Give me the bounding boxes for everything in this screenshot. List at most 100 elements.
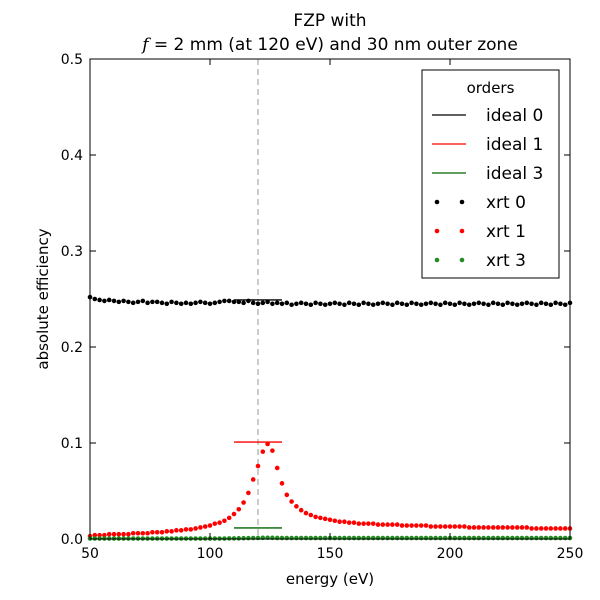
data-point	[102, 298, 107, 304]
data-point	[111, 298, 117, 304]
data-point	[529, 301, 534, 307]
data-point	[495, 525, 501, 530]
data-point	[231, 511, 237, 517]
data-point	[399, 523, 405, 528]
data-point	[342, 519, 347, 525]
data-point	[462, 524, 467, 529]
data-point	[102, 532, 107, 538]
data-point	[202, 524, 208, 529]
data-point	[519, 535, 525, 541]
data-point	[442, 300, 448, 306]
data-point	[481, 535, 486, 541]
data-point	[562, 302, 568, 308]
data-point	[495, 535, 501, 541]
data-point	[318, 535, 323, 541]
data-point	[562, 526, 568, 531]
chart-title-line2-rest: = 2 mm (at 120 eV) and 30 nm outer zone	[148, 35, 517, 55]
data-point	[476, 300, 482, 306]
data-point	[486, 535, 491, 541]
data-point	[150, 299, 155, 305]
chart-title-line1: FZP with	[293, 11, 366, 31]
x-axis-label: energy (eV)	[286, 570, 374, 588]
data-point	[562, 535, 568, 541]
data-point	[222, 298, 227, 304]
data-point	[260, 449, 266, 454]
data-point	[327, 517, 333, 523]
data-point	[500, 535, 506, 541]
data-point	[529, 535, 534, 541]
data-point	[159, 529, 165, 535]
data-point	[409, 523, 414, 528]
data-point	[188, 527, 194, 532]
data-point	[375, 535, 381, 541]
data-point	[289, 499, 294, 504]
data-point	[486, 302, 491, 308]
data-point	[250, 477, 256, 482]
data-point	[226, 298, 232, 304]
data-point	[466, 525, 472, 530]
data-point	[313, 300, 318, 306]
data-point	[490, 535, 496, 541]
legend-title: orders	[467, 79, 515, 97]
series-xrt-1	[87, 441, 573, 539]
data-point	[154, 529, 160, 535]
data-point	[514, 535, 520, 541]
data-point	[414, 301, 419, 307]
data-point	[452, 302, 458, 308]
data-point	[500, 302, 506, 308]
data-point	[308, 535, 314, 541]
data-point	[154, 299, 160, 305]
data-point	[442, 524, 448, 529]
data-point	[231, 536, 237, 541]
y-axis-label: absolute efficiency	[34, 228, 52, 369]
data-point	[174, 528, 179, 533]
data-point	[356, 302, 362, 308]
data-point	[337, 535, 342, 541]
data-point	[481, 525, 486, 530]
data-point	[260, 300, 266, 306]
data-point	[298, 535, 304, 541]
data-point	[332, 300, 338, 306]
data-point	[318, 515, 323, 521]
data-point	[404, 302, 410, 308]
data-point	[390, 522, 395, 527]
legend: orders ideal 0 ideal 1 ideal 3 xrt 0 xrt 1 xr…	[421, 69, 560, 279]
data-point	[452, 535, 458, 541]
data-point	[289, 535, 294, 541]
data-point	[106, 297, 112, 303]
data-point	[385, 301, 390, 307]
data-point	[303, 301, 309, 307]
data-point	[466, 302, 472, 308]
data-point	[351, 301, 357, 307]
data-point	[452, 524, 458, 529]
y-tick-label: 0.2	[61, 340, 83, 356]
data-point	[130, 530, 136, 536]
data-point	[174, 300, 179, 306]
data-point	[370, 535, 376, 541]
data-point	[476, 535, 482, 541]
data-point	[322, 535, 328, 541]
x-tick-label: 100	[197, 546, 224, 562]
data-point	[409, 535, 414, 541]
data-point	[380, 535, 386, 541]
data-point	[351, 535, 357, 541]
chart-title-line2: f = 2 mm (at 120 eV) and 30 nm outer zon…	[140, 35, 518, 55]
data-point	[270, 301, 275, 307]
data-point	[548, 526, 554, 531]
data-point	[236, 299, 242, 305]
y-tick-label: 0.1	[61, 436, 83, 452]
data-point	[327, 301, 333, 307]
data-point	[111, 531, 117, 537]
chart-title-f-symbol: f	[140, 35, 151, 55]
data-point	[510, 301, 515, 307]
data-point	[394, 300, 400, 306]
data-point	[414, 523, 419, 528]
data-point	[322, 516, 328, 522]
data-point	[442, 535, 448, 541]
data-point	[414, 535, 419, 541]
data-point	[370, 302, 376, 308]
data-point	[265, 441, 270, 447]
data-point	[390, 535, 395, 541]
legend-label: xrt 3	[486, 251, 526, 271]
